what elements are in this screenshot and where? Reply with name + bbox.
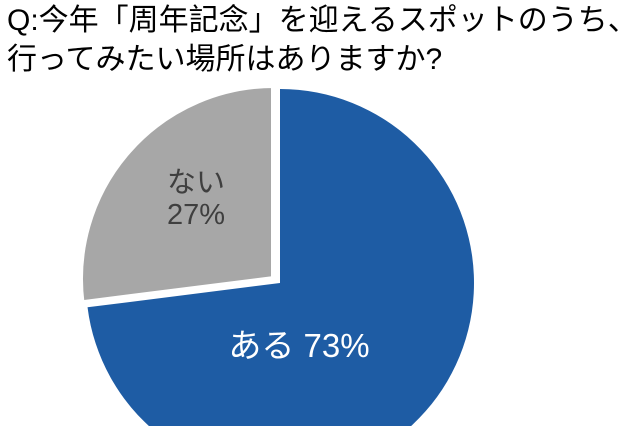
pie-slice-aru	[87, 89, 474, 426]
pie-slice-nai	[77, 81, 277, 307]
question-title: Q:今年「周年記念」を迎えるスポットのうち、 行ってみたい場所はありますか?	[7, 1, 638, 79]
question-title-line1: Q:今年「周年記念」を迎えるスポットのうち、	[7, 4, 638, 37]
question-title-line2: 行ってみたい場所はありますか?	[7, 43, 443, 76]
